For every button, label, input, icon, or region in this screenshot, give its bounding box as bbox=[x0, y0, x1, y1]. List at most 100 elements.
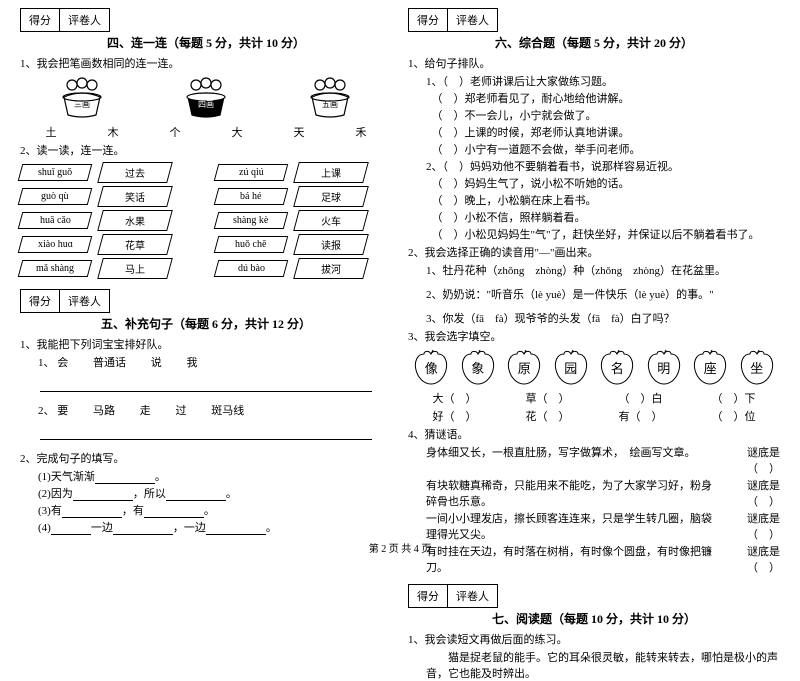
score-label: 得分 bbox=[20, 289, 60, 313]
t: (4) bbox=[38, 522, 51, 534]
w: 过 bbox=[176, 405, 187, 417]
match-pair: shàng kè火车 bbox=[216, 210, 392, 231]
match-pair: xiào huɑ花草 bbox=[20, 234, 196, 255]
section-4-title: 四、连一连（每题 5 分，共计 10 分） bbox=[20, 34, 392, 51]
left-column: 得分 评卷人 四、连一连（每题 5 分，共计 10 分） 1、我会把笔画数相同的… bbox=[12, 8, 400, 536]
fill: （ ）下 bbox=[712, 390, 756, 406]
s1: (1)天气渐渐。 bbox=[20, 468, 392, 484]
match-pair: guò qù笑话 bbox=[20, 186, 196, 207]
t: (1)天气渐渐 bbox=[38, 471, 95, 483]
flowerpot-icon: 四画 bbox=[176, 75, 236, 120]
score-box-5: 得分 评卷人 bbox=[20, 289, 392, 313]
match-pair: huǒ chē 读报 bbox=[216, 234, 392, 255]
grader-label: 评卷人 bbox=[60, 8, 110, 32]
q5-1: 1、我能把下列词宝宝排好队。 bbox=[20, 336, 392, 352]
riddle-text: 有块软糖真稀奇，只能用来不能吃，为了大家学习好，粉身碎骨也乐意。 bbox=[426, 477, 720, 509]
match-pair: shuǐ guǒ过去 bbox=[20, 162, 196, 183]
riddle-answer: 谜底是（ ） bbox=[720, 510, 780, 542]
line: （ ）上课的时候，郑老师认真地讲课。 bbox=[408, 124, 780, 140]
grader-label: 评卷人 bbox=[60, 289, 110, 313]
blank[interactable] bbox=[206, 523, 266, 535]
grader-label: 评卷人 bbox=[448, 8, 498, 32]
pinyin: huǒ chē bbox=[235, 239, 266, 250]
section-6-title: 六、综合题（每题 5 分，共计 20 分） bbox=[408, 34, 780, 51]
blank[interactable] bbox=[144, 506, 204, 518]
w: 普通话 bbox=[93, 357, 126, 369]
hanzi: 水果 bbox=[125, 213, 145, 228]
pot-label-4: 四画 bbox=[198, 100, 214, 109]
hanzi: 读报 bbox=[321, 237, 341, 252]
q6-1: 1、给句子排队。 bbox=[408, 55, 780, 71]
match-col-left: shuǐ guǒ过去 guò qù笑话 huā cǎo 水果 xiào huɑ花草… bbox=[20, 162, 196, 279]
char: 土 bbox=[46, 124, 57, 140]
blank-line[interactable] bbox=[40, 428, 372, 440]
riddle-text: 身体细又长，一根直肚肠，写字做算术， 绘画写文章。 bbox=[426, 444, 720, 476]
q4-1: 1、我会把笔画数相同的连一连。 bbox=[20, 55, 392, 71]
hanzi: 足球 bbox=[321, 189, 341, 204]
w: 我 bbox=[187, 357, 198, 369]
blank-line[interactable] bbox=[40, 380, 372, 392]
blank[interactable] bbox=[166, 489, 226, 501]
score-label: 得分 bbox=[408, 584, 448, 608]
apple-char: 坐 bbox=[750, 358, 763, 377]
line: （ ）晚上，小松躺在床上看书。 bbox=[408, 192, 780, 208]
t: ，一边 bbox=[173, 522, 206, 534]
fill-row-1: 大（ ） 草（ ） （ ）白 （ ）下 bbox=[408, 390, 780, 406]
fill: 草（ ） bbox=[526, 390, 570, 406]
s3: (3)有，有。 bbox=[20, 502, 392, 518]
match-col-right: zú qiú上课 bá hé足球 shàng kè火车 huǒ chē读报 dú… bbox=[216, 162, 392, 279]
q4-2: 2、读一读，连一连。 bbox=[20, 142, 392, 158]
blank[interactable] bbox=[51, 523, 91, 535]
fill-row-2: 好（ ） 花（ ） 有（ ） （ ）位 bbox=[408, 408, 780, 424]
pinyin: huā cǎo bbox=[40, 215, 71, 226]
blank[interactable] bbox=[113, 523, 173, 535]
match-pair: huā cǎo 水果 bbox=[20, 210, 196, 231]
score-box-6: 得分 评卷人 bbox=[408, 8, 780, 32]
fill: （ ）白 bbox=[619, 390, 663, 406]
q5-2: 2、完成句子的填写。 bbox=[20, 450, 392, 466]
apple-char: 座 bbox=[704, 358, 717, 377]
match-pair: mǎ shàng马上 bbox=[20, 258, 196, 279]
apple-char: 象 bbox=[471, 358, 484, 377]
match-grid: shuǐ guǒ过去 guò qù笑话 huā cǎo 水果 xiào huɑ花草… bbox=[20, 162, 392, 279]
apple: 明 bbox=[645, 348, 683, 386]
score-label: 得分 bbox=[408, 8, 448, 32]
block2: 2、（ ）妈妈劝他不要躺着看书，说那样容易近视。 （ ）妈妈生气了，说小松不听她… bbox=[408, 158, 780, 242]
apple: 原 bbox=[505, 348, 543, 386]
hanzi: 上课 bbox=[321, 165, 341, 180]
s2: (2)因为，所以。 bbox=[20, 485, 392, 501]
pinyin: mǎ shàng bbox=[36, 263, 74, 274]
q6-3: 3、我会选字填空。 bbox=[408, 328, 780, 344]
char: 禾 bbox=[356, 124, 367, 140]
apple: 像 bbox=[412, 348, 450, 386]
fill: 有（ ） bbox=[619, 408, 663, 424]
match-pair: zú qiú上课 bbox=[216, 162, 392, 183]
blank[interactable] bbox=[73, 489, 133, 501]
t: 。 bbox=[266, 522, 277, 534]
t: 一边 bbox=[91, 522, 113, 534]
apple-char: 像 bbox=[425, 358, 438, 377]
right-column: 得分 评卷人 六、综合题（每题 5 分，共计 20 分） 1、给句子排队。 1、… bbox=[400, 8, 788, 536]
t: ，所以 bbox=[133, 488, 166, 500]
apple: 座 bbox=[691, 348, 729, 386]
blank[interactable] bbox=[95, 472, 155, 484]
blank[interactable] bbox=[62, 506, 122, 518]
score-label: 得分 bbox=[20, 8, 60, 32]
reading-passage: 猫是捉老鼠的能手。它的耳朵很灵敏，能转来转去，哪怕是极小的声音，它也能及时辨出。 bbox=[408, 649, 780, 681]
line: 2、（ ）妈妈劝他不要躺着看书，说那样容易近视。 bbox=[408, 158, 780, 174]
fill: 花（ ） bbox=[526, 408, 570, 424]
line: （ ）不一会儿，小宁就会做了。 bbox=[408, 107, 780, 123]
riddle-text: 一间小小理发店，擦长顾客连连来，只是学生转几圈，脑袋理得光又尖。 bbox=[426, 510, 720, 542]
fill: 好（ ） bbox=[433, 408, 477, 424]
w: 走 bbox=[140, 405, 151, 417]
apple-char: 园 bbox=[564, 358, 577, 377]
pinyin: guò qù bbox=[41, 191, 69, 202]
riddle: 有时挂在天边，有时落在树梢，有时像个圆盘，有时像把镰刀。谜底是（ ） bbox=[408, 543, 780, 575]
apple-char: 明 bbox=[657, 358, 670, 377]
line: （ ）小松见妈妈生"气"了，赶快坐好，并保证以后不躺着看书了。 bbox=[408, 226, 780, 242]
riddle: 身体细又长，一根直肚肠，写字做算术， 绘画写文章。谜底是（ ） bbox=[408, 444, 780, 476]
w: 说 bbox=[151, 357, 162, 369]
score-box-4: 得分 评卷人 bbox=[20, 8, 392, 32]
riddle-answer: 谜底是（ ） bbox=[720, 477, 780, 509]
t: 。 bbox=[204, 505, 215, 517]
